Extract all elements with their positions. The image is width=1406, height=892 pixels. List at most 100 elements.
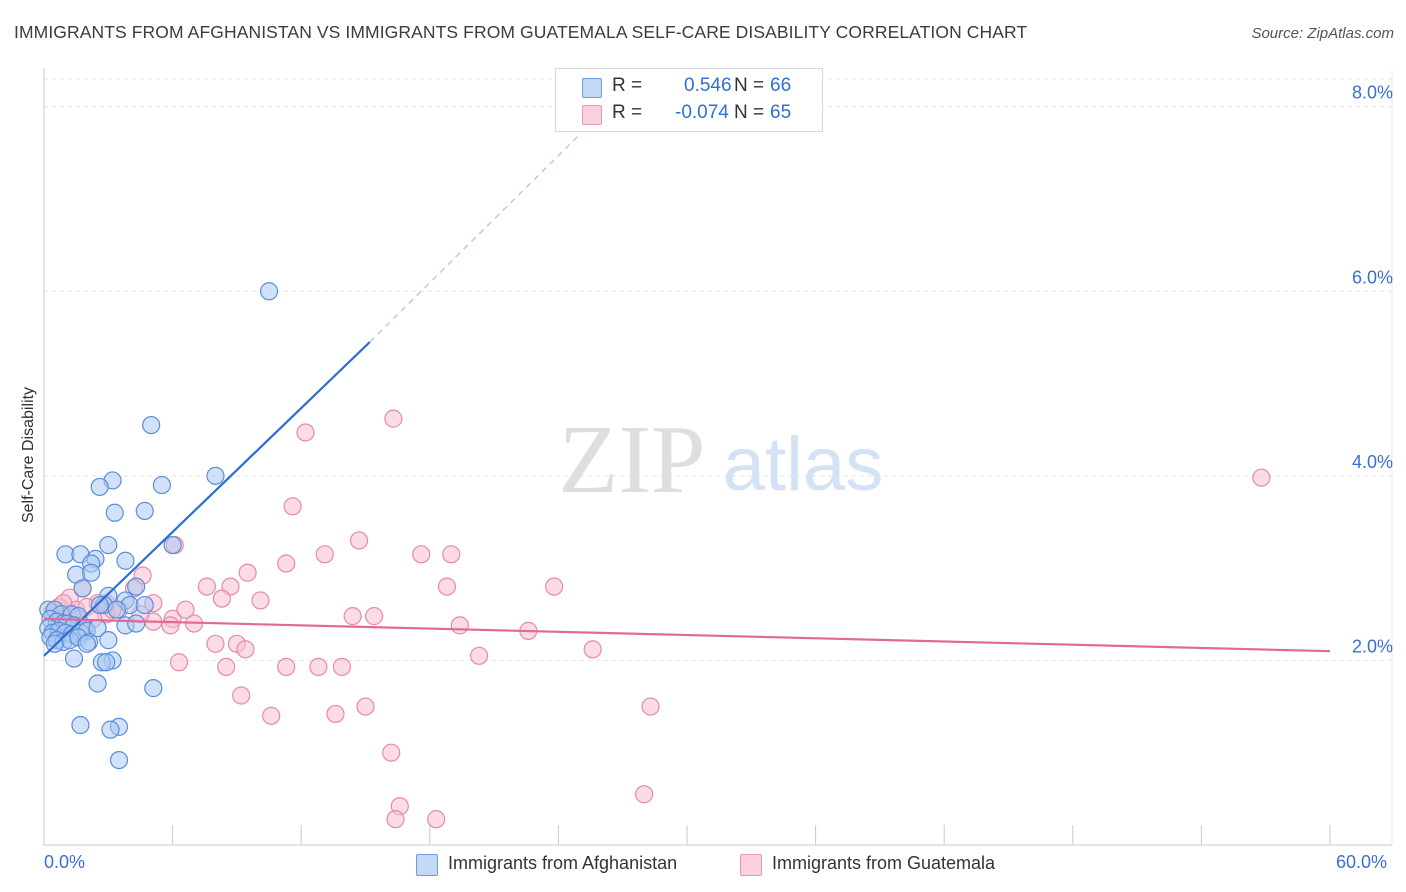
- guatemala-point: [161, 616, 180, 635]
- watermark-zip: ZIP: [559, 406, 706, 514]
- guatemala-point: [583, 640, 602, 659]
- afghanistan-point: [142, 415, 161, 435]
- guatemala-point: [283, 497, 302, 516]
- guatemala-point: [212, 589, 231, 608]
- x-tick-label-max: 60.0%: [1336, 852, 1388, 872]
- guatemala-point: [277, 554, 296, 573]
- guatemala-trend-line: [43, 617, 1331, 653]
- guatemala-point: [277, 657, 296, 676]
- afghanistan-point: [99, 631, 118, 650]
- x-tick-label-min: 0.0%: [44, 852, 86, 872]
- y-tick-label: 2.0%: [1352, 636, 1393, 656]
- guatemala-point: [251, 591, 270, 610]
- trend-lines: [43, 133, 1331, 657]
- n-value-guatemala: 65: [770, 102, 792, 123]
- guatemala-swatch: [740, 854, 762, 876]
- afghanistan-point: [73, 579, 92, 598]
- afghanistan-point: [135, 595, 154, 615]
- n-label: N =: [734, 102, 765, 123]
- guatemala-point: [349, 531, 369, 550]
- guatemala-point: [332, 657, 352, 676]
- y-tick-labels: 2.0% 4.0% 6.0% 8.0%: [1352, 83, 1393, 657]
- afghanistan-point: [90, 477, 109, 497]
- guatemala-points: [43, 409, 1271, 829]
- n-value-afghanistan: 66: [770, 75, 792, 96]
- guatemala-point: [169, 653, 189, 672]
- afghanistan-point: [206, 466, 225, 485]
- watermark: ZIP atlas: [559, 406, 884, 514]
- afghanistan-points: [39, 282, 279, 770]
- guatemala-point: [356, 697, 375, 716]
- r-value-guatemala: -0.074: [675, 102, 729, 123]
- guatemala-point: [296, 423, 315, 442]
- afghanistan-point: [97, 653, 116, 672]
- guatemala-point: [343, 607, 362, 626]
- afghanistan-point: [163, 535, 182, 555]
- afghanistan-swatch: [416, 854, 438, 876]
- y-tick-label: 6.0%: [1352, 267, 1393, 287]
- guatemala-point: [442, 545, 461, 564]
- chart-title: IMMIGRANTS FROM AFGHANISTAN VS IMMIGRANT…: [14, 22, 1028, 42]
- afghanistan-point: [90, 595, 109, 615]
- guatemala-point: [382, 743, 401, 762]
- guatemala-point: [206, 634, 225, 653]
- afghanistan-point: [64, 649, 84, 668]
- guatemala-point: [384, 409, 403, 428]
- watermark-atlas: atlas: [723, 422, 884, 507]
- guatemala-point: [641, 697, 660, 716]
- afghanistan-point: [107, 600, 126, 619]
- guatemala-point: [326, 704, 345, 724]
- afghanistan-point: [144, 679, 163, 698]
- guatemala-point: [238, 563, 257, 582]
- n-label: N =: [734, 75, 765, 96]
- guatemala-point: [437, 577, 457, 596]
- y-tick-label: 8.0%: [1352, 83, 1393, 103]
- grid-lines: [44, 70, 1393, 845]
- correlation-legend: R = 0.546 N = 66 R = -0.074 N = 65: [555, 68, 823, 132]
- afghanistan-point: [88, 674, 107, 693]
- afghanistan-point: [135, 501, 154, 521]
- afghanistan-point: [99, 535, 118, 555]
- guatemala-point: [236, 640, 255, 659]
- afghanistan-point: [101, 720, 120, 739]
- afghanistan-point: [259, 282, 279, 301]
- guatemala-point: [635, 785, 654, 804]
- guatemala-point: [1252, 468, 1271, 487]
- afghanistan-point: [116, 551, 135, 570]
- guatemala-point: [386, 810, 405, 829]
- guatemala-point: [262, 706, 281, 725]
- afghanistan-trend-line: [43, 341, 371, 657]
- source-label: Source: ZipAtlas.com: [1251, 25, 1394, 42]
- guatemala-point: [197, 577, 216, 596]
- r-label: R =: [612, 75, 643, 96]
- afghanistan-point: [127, 577, 146, 596]
- guatemala-point: [315, 545, 334, 564]
- guatemala-point: [412, 545, 431, 564]
- afghanistan-swatch: [582, 78, 602, 98]
- afghanistan-point: [77, 634, 96, 653]
- afghanistan-point: [105, 503, 124, 522]
- axes: [43, 68, 1392, 846]
- guatemala-point: [545, 577, 564, 596]
- guatemala-point: [309, 657, 328, 676]
- guatemala-point: [469, 646, 489, 665]
- afghanistan-point: [109, 750, 129, 770]
- guatemala-point: [427, 810, 446, 829]
- guatemala-point: [217, 657, 236, 676]
- legend-label-guatemala: Immigrants from Guatemala: [772, 853, 996, 873]
- guatemala-point: [364, 607, 384, 626]
- guatemala-point: [176, 600, 195, 619]
- guatemala-swatch: [582, 105, 602, 125]
- afghanistan-point: [71, 715, 90, 735]
- r-value-afghanistan: 0.546: [684, 75, 732, 96]
- afghanistan-point: [82, 563, 101, 582]
- guatemala-point: [450, 616, 469, 635]
- afghanistan-point: [127, 614, 146, 633]
- r-label: R =: [612, 102, 643, 123]
- afghanistan-trend-extension: [369, 133, 581, 343]
- afghanistan-point: [152, 475, 171, 495]
- y-tick-label: 4.0%: [1352, 452, 1393, 472]
- guatemala-point: [232, 686, 251, 705]
- legend-label-afghanistan: Immigrants from Afghanistan: [448, 853, 678, 873]
